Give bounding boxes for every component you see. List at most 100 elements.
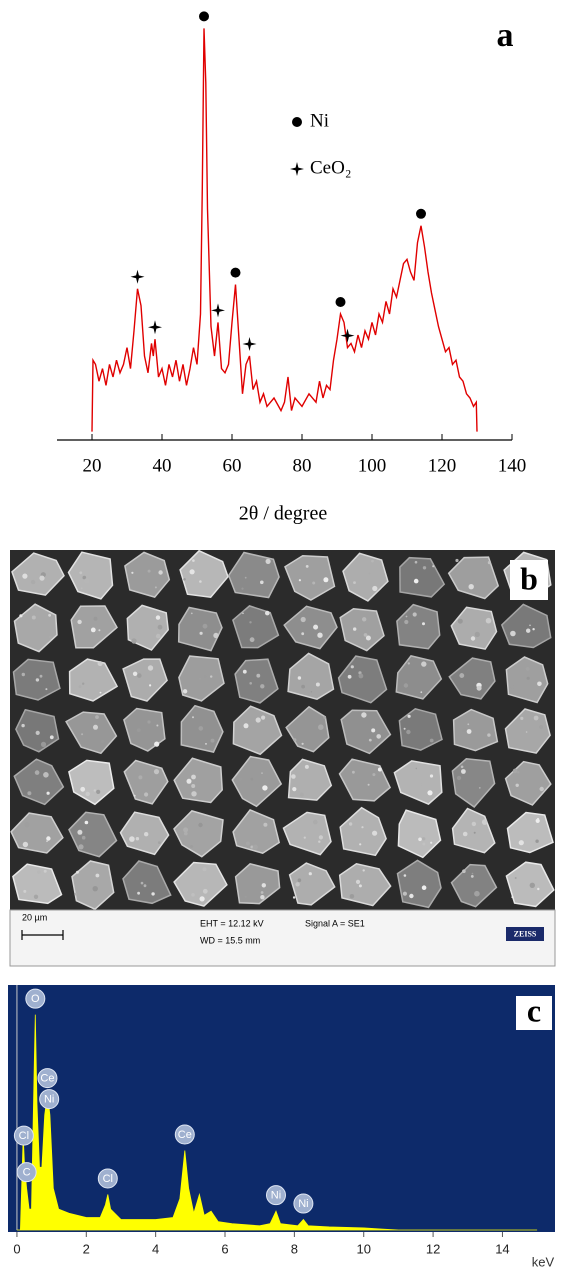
sem-speckle xyxy=(202,623,208,629)
sem-plate xyxy=(11,552,65,596)
sem-speckle xyxy=(365,635,371,641)
sem-speckle xyxy=(350,665,354,669)
sem-speckle xyxy=(184,831,188,836)
sem-plate xyxy=(337,655,388,704)
sem-speckle xyxy=(466,729,472,734)
sem-speckle xyxy=(305,565,309,568)
sem-plate xyxy=(338,758,392,802)
sem-speckle xyxy=(372,585,378,592)
sem-speckle xyxy=(39,575,45,581)
sem-plate xyxy=(504,708,551,754)
sem-speckle xyxy=(131,638,137,644)
sem-speckle xyxy=(295,882,300,887)
sem-speckle xyxy=(372,773,376,777)
sem-speckle xyxy=(377,767,382,772)
sem-speckle xyxy=(470,875,474,878)
sem-speckle xyxy=(192,559,195,562)
legend-label: Ni xyxy=(310,110,329,131)
sem-plate xyxy=(173,757,223,804)
sem-plate xyxy=(287,652,335,701)
sem-speckle xyxy=(474,890,480,897)
sem-speckle xyxy=(23,889,27,893)
sem-speckle xyxy=(205,743,207,745)
sem-speckle xyxy=(93,724,98,730)
sem-speckle xyxy=(24,822,30,828)
legend-label: CeO₂ xyxy=(310,157,351,178)
sem-speckle xyxy=(82,682,85,685)
sem-speckle xyxy=(470,636,476,641)
sem-speckle xyxy=(409,893,414,899)
sem-plate xyxy=(450,863,498,908)
sem-speckle xyxy=(84,578,90,584)
sem-speckle xyxy=(34,770,40,775)
sem-speckle xyxy=(308,872,312,876)
sem-plate xyxy=(339,608,385,652)
info-text: EHT = 12.12 kV xyxy=(200,918,264,928)
sem-speckle xyxy=(297,878,302,882)
sem-speckle xyxy=(459,673,465,678)
sem-plate xyxy=(179,549,229,598)
sem-plate xyxy=(340,709,392,755)
sem-speckle xyxy=(487,733,491,737)
sem-speckle xyxy=(137,891,141,895)
sem-plate xyxy=(448,657,496,700)
sem-speckle xyxy=(347,674,352,679)
sem-speckle xyxy=(261,883,266,888)
info-bar xyxy=(9,909,556,967)
sem-speckle xyxy=(186,778,192,784)
sem-speckle xyxy=(78,685,82,688)
sem-plate xyxy=(339,806,387,857)
sem-speckle xyxy=(202,888,208,894)
peak-marker xyxy=(290,162,304,176)
sem-speckle xyxy=(406,729,411,735)
peak-label: Ni xyxy=(298,1198,308,1210)
sem-plate xyxy=(173,861,228,907)
sem-speckle xyxy=(265,610,270,616)
sem-speckle xyxy=(462,586,467,592)
sem-speckle xyxy=(510,685,515,689)
sem-speckle xyxy=(131,571,134,574)
sem-speckle xyxy=(78,844,84,850)
sem-speckle xyxy=(315,682,320,687)
sem-speckle xyxy=(256,673,261,678)
sem-speckle xyxy=(403,683,409,688)
sem-speckle xyxy=(323,716,327,719)
sem-speckle xyxy=(199,631,203,635)
sem-speckle xyxy=(429,738,434,743)
x-tick-label: 2 xyxy=(83,1241,90,1256)
sem-speckle xyxy=(478,787,481,789)
sem-speckle xyxy=(199,678,201,680)
sem-plate xyxy=(231,755,283,808)
sem-plate xyxy=(124,551,171,598)
label-box xyxy=(516,996,552,1030)
sem-speckle xyxy=(293,738,297,742)
sem-speckle xyxy=(191,774,196,780)
sem-speckle xyxy=(420,691,423,694)
sem-speckle xyxy=(249,682,252,685)
sem-speckle xyxy=(244,576,247,579)
sem-image xyxy=(10,549,555,911)
sem-speckle xyxy=(427,790,433,796)
sem-speckle xyxy=(35,678,40,682)
sem-speckle xyxy=(368,738,372,742)
scale-bar xyxy=(21,930,64,940)
sem-speckle xyxy=(355,879,361,885)
peak-label-badge xyxy=(39,1089,60,1110)
sem-speckle xyxy=(518,840,524,846)
sem-speckle xyxy=(182,689,188,694)
data-line xyxy=(91,28,478,432)
sem-plate xyxy=(65,711,118,755)
x-tick-label: 20 xyxy=(83,455,102,476)
x-tick-label: 120 xyxy=(428,455,457,476)
sem-speckle xyxy=(362,617,367,622)
logo: ZEISS xyxy=(514,929,537,938)
sem-speckle xyxy=(487,561,491,565)
sem-speckle xyxy=(533,715,539,721)
sem-speckle xyxy=(371,559,374,563)
sem-speckle xyxy=(471,872,474,875)
sem-speckle xyxy=(154,586,157,589)
sem-speckle xyxy=(136,728,141,732)
peak-label-badge xyxy=(97,1168,118,1189)
sem-speckle xyxy=(154,741,160,747)
sem-speckle xyxy=(414,560,418,564)
